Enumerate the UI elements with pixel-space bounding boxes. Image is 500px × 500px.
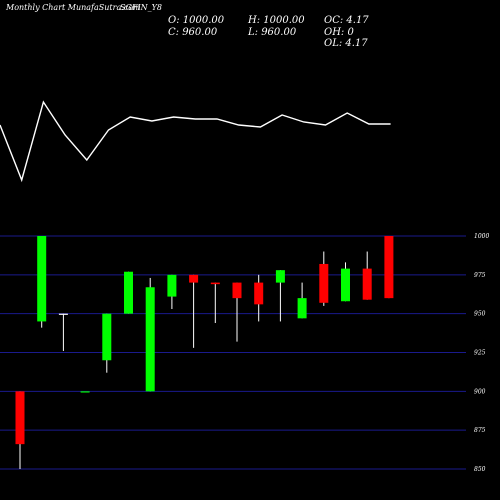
y-axis-ticks: 1000 975 950 925 900 875 850 (474, 233, 489, 473)
indicator-panel (0, 100, 391, 183)
candle-body (80, 391, 90, 393)
candle-body (341, 268, 350, 302)
candle (384, 236, 394, 299)
y-tick-label: 975 (474, 272, 486, 279)
candle-body (15, 391, 25, 445)
candle-body (58, 313, 68, 315)
candle-body (189, 274, 199, 283)
candle-body (362, 268, 372, 300)
oc-value: OC: 4.17 (324, 15, 369, 26)
candle-body (297, 298, 307, 319)
candle-body (232, 282, 242, 299)
candle-body (319, 263, 329, 303)
candle-body (145, 287, 155, 392)
close-value: C: 960.00 (168, 27, 218, 38)
candle (210, 282, 220, 323)
candle (37, 236, 47, 328)
candle-body (37, 236, 47, 322)
high-value: H: 1000.00 (248, 15, 305, 26)
y-tick-label: 900 (474, 388, 486, 395)
candle (341, 262, 350, 302)
candle (189, 274, 199, 348)
candle (297, 282, 307, 319)
y-tick-label: 950 (474, 311, 486, 318)
candle (254, 274, 264, 322)
y-tick-label: 1000 (474, 233, 489, 240)
oh-value: OH: 0 (324, 27, 354, 38)
low-value: L: 960.00 (248, 27, 297, 38)
candle-body (124, 271, 133, 314)
candle (15, 391, 25, 469)
y-tick-label: 850 (474, 466, 486, 473)
candle-body (167, 274, 177, 297)
candle (232, 282, 242, 342)
y-tick-label: 875 (474, 427, 486, 434)
candle-body (254, 282, 264, 305)
chart-source-label: Monthly Chart MunafaSutra.com (6, 3, 141, 12)
candle (362, 251, 372, 300)
candle-body (275, 270, 285, 283)
candle (167, 274, 177, 310)
open-value: O: 1000.00 (168, 15, 225, 26)
candle (124, 271, 133, 314)
candle-body (210, 282, 220, 285)
candle (102, 313, 112, 373)
candle (319, 251, 329, 306)
candle (275, 270, 285, 322)
candle-body (102, 313, 112, 361)
candle-body (384, 236, 394, 299)
grid-lines (0, 235, 466, 470)
ol-value: OL: 4.17 (324, 38, 368, 49)
candle (58, 313, 68, 351)
y-tick-label: 925 (474, 350, 486, 357)
indicator-line (0, 100, 391, 183)
candle (145, 277, 155, 392)
candlestick-series (15, 236, 394, 469)
symbol-label: SGFIN_Y8 (120, 3, 162, 12)
candle (80, 391, 90, 393)
